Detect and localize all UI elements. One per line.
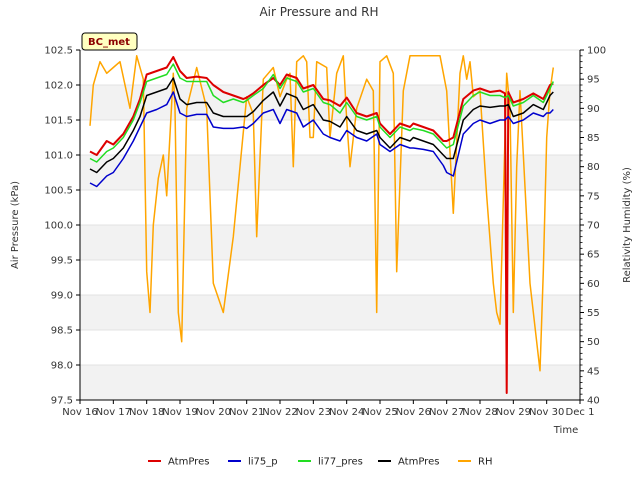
y-tick-label: 102.0 <box>44 81 73 92</box>
x-tick-label: Nov 22 <box>262 407 297 418</box>
x-tick-label: Nov 18 <box>129 407 164 418</box>
x-tick-label: Nov 24 <box>329 407 364 418</box>
y-tick-label: 101.0 <box>44 151 73 162</box>
x-tick-label: Nov 21 <box>229 407 264 418</box>
y-tick-label: 99.5 <box>51 256 73 267</box>
y2-tick-label: 40 <box>587 396 600 407</box>
y-tick-label: 97.5 <box>51 396 73 407</box>
legend-label: AtmPres <box>168 457 209 468</box>
x-tick-label: Nov 17 <box>96 407 131 418</box>
y-tick-label: 98.0 <box>51 361 73 372</box>
legend-label: RH <box>478 457 492 468</box>
y2-tick-label: 90 <box>587 104 600 115</box>
grid-band <box>80 365 580 400</box>
y2-tick-label: 85 <box>587 133 600 144</box>
series-line-atmpres-0 <box>89 56 554 394</box>
y2-tick-label: 95 <box>587 75 600 86</box>
series-layer <box>89 55 555 394</box>
y-tick-label: 102.5 <box>44 46 73 57</box>
legend-label: li77_pres <box>318 457 363 468</box>
x-tick-label: Nov 30 <box>529 407 564 418</box>
y-tick-label: 100.0 <box>44 221 73 232</box>
y2-tick-label: 65 <box>587 250 600 261</box>
y-tick-label: 100.5 <box>44 186 73 197</box>
station-badge: BC_met <box>81 32 138 51</box>
station-badge-text: BC_met <box>88 37 130 48</box>
y2-tick-label: 70 <box>587 221 600 232</box>
y2-tick-label: 60 <box>587 279 600 290</box>
x-tick-label: Nov 28 <box>462 407 497 418</box>
y2-tick-label: 45 <box>587 366 600 377</box>
x-tick-label: Nov 20 <box>196 407 231 418</box>
legend-label: AtmPres <box>398 457 439 468</box>
grid-band <box>80 225 580 260</box>
y2-tick-label: 55 <box>587 308 600 319</box>
y2-tick-label: 80 <box>587 162 600 173</box>
x-tick-label: Dec 1 <box>566 407 595 418</box>
x-tick-label: Nov 16 <box>62 407 97 418</box>
series-line-li77-pres-2 <box>89 63 554 163</box>
y-tick-label: 98.5 <box>51 326 73 337</box>
station-badge-box <box>81 32 138 51</box>
y-axis-left: 97.5 98.0 98.5 99.0 99.5 100.0 100.5 101.0 101.5… <box>44 46 81 407</box>
x-tick-label: Nov 23 <box>296 407 331 418</box>
y-axis-title: Air Pressure (kPa) <box>10 181 21 269</box>
x-tick-label: Nov 19 <box>162 407 197 418</box>
y2-tick-label: 75 <box>587 191 600 202</box>
grid-bands <box>80 85 580 400</box>
legend: AtmPres li75_p li77_pres AtmPres RH <box>148 457 492 468</box>
series-line-atmpres-3 <box>89 77 554 174</box>
x-tick-label: Nov 29 <box>496 407 531 418</box>
x-axis-title: Time <box>553 425 578 436</box>
y2-axis-title: Relativity Humidity (%) <box>622 167 633 283</box>
series-line-li75-p-1 <box>89 91 554 188</box>
grid-band <box>80 295 580 330</box>
x-tick-label: Nov 26 <box>396 407 431 418</box>
x-tick-label: Nov 27 <box>429 407 464 418</box>
y2-tick-label: 100 <box>587 46 606 57</box>
y-tick-label: 101.5 <box>44 116 73 127</box>
y-axis-right: 40 45 50 55 60 65 70 75 80 85 90 95 100 <box>579 46 606 407</box>
legend-label: li75_p <box>248 457 278 468</box>
chart-title: Air Pressure and RH <box>259 5 378 19</box>
x-tick-label: Nov 25 <box>362 407 397 418</box>
y2-tick-label: 50 <box>587 337 600 348</box>
y-tick-label: 99.0 <box>51 291 73 302</box>
